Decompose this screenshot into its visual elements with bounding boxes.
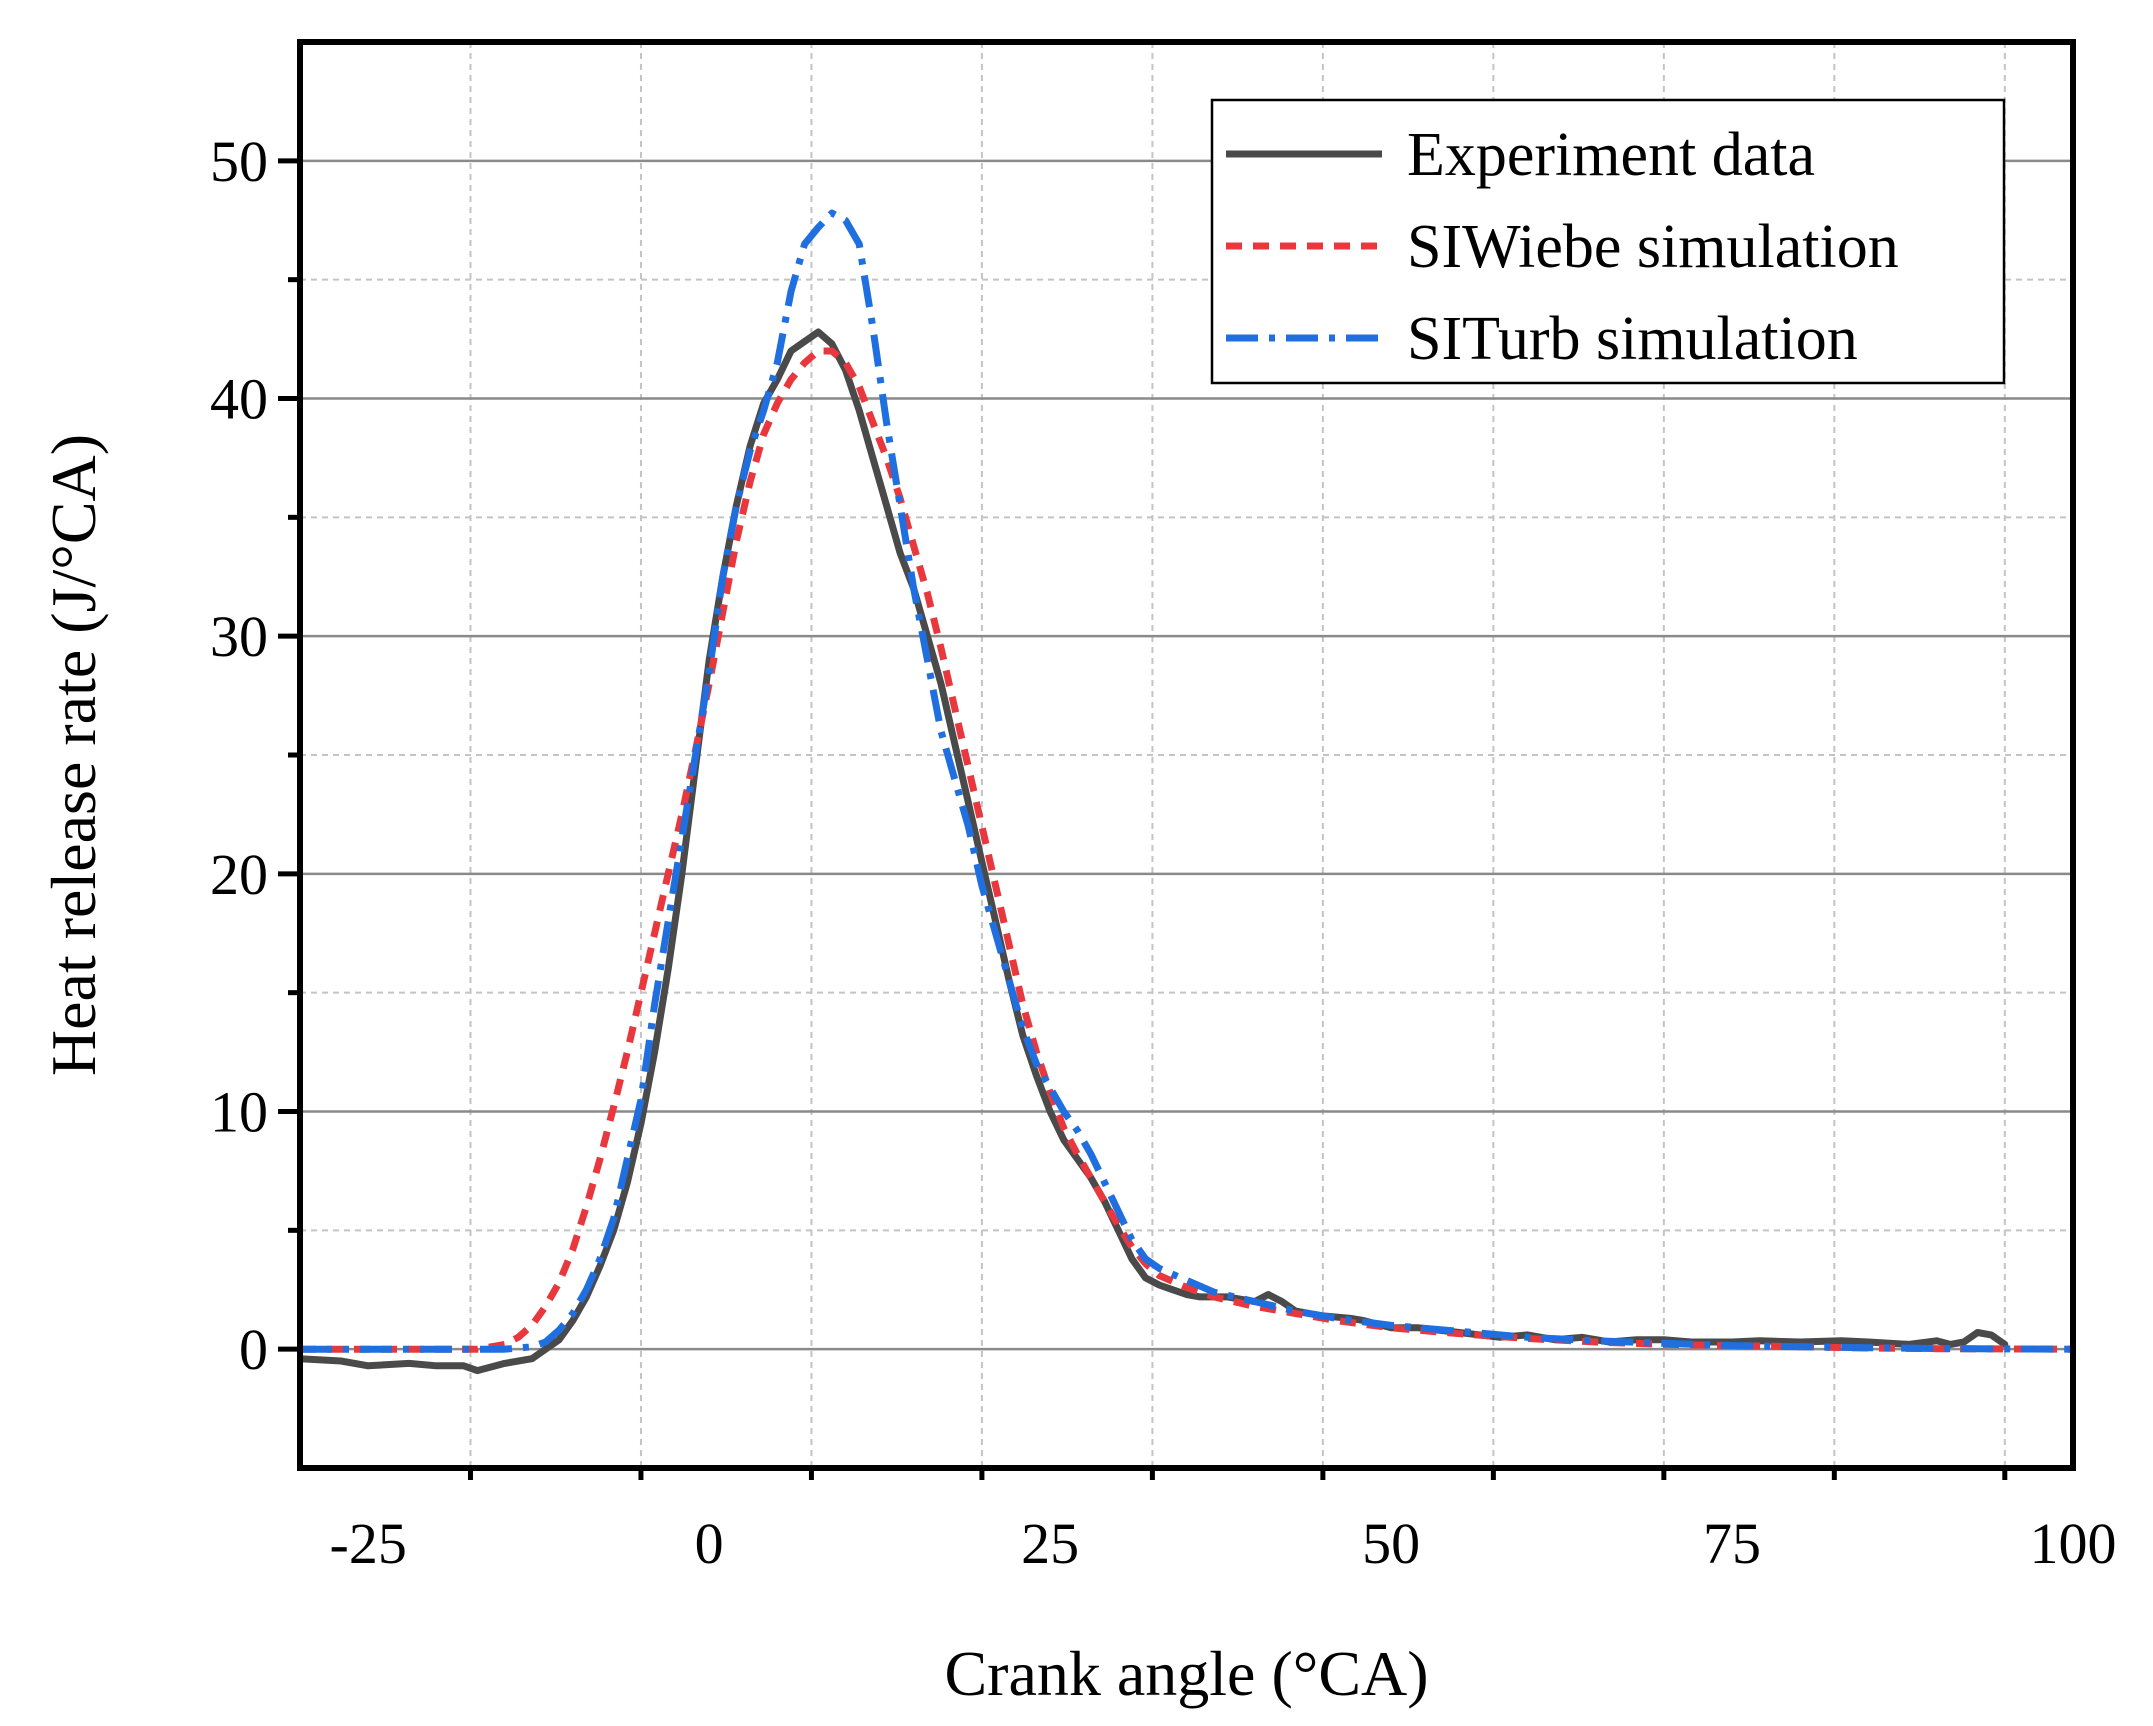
series-line-siwiebe [300, 347, 2073, 1353]
x-axis-title: Crank angle (°CA) [944, 1638, 1428, 1709]
x-tick-label: 100 [2030, 1511, 2117, 1576]
legend-box [1210, 98, 2006, 385]
y-tick-label: 50 [210, 129, 268, 194]
y-tick-label: 0 [239, 1317, 268, 1382]
y-tick-label: 10 [210, 1080, 268, 1145]
y-tick-label: 40 [210, 367, 268, 432]
tick-layer: -25 0 25 50 75 100 0 10 20 30 40 50 [210, 129, 2117, 1576]
legend-label-siturb: SITurb simulation [1407, 305, 1858, 373]
x-tick-label: 75 [1703, 1511, 1761, 1576]
legend: Experiment data SIWiebe simulation SITur… [1210, 98, 2006, 385]
x-tick-label: 50 [1362, 1511, 1420, 1576]
legend-label-siwiebe: SIWiebe simulation [1407, 213, 1899, 281]
y-axis-title: Heat release rate (J/°CA) [38, 434, 109, 1076]
y-tick-label: 30 [210, 604, 268, 669]
x-tick-label: -25 [330, 1511, 407, 1576]
legend-label-experiment: Experiment data [1407, 121, 1815, 189]
x-tick-label: 0 [695, 1511, 724, 1576]
series-layer [300, 209, 2073, 1375]
y-tick-label: 20 [210, 842, 268, 907]
series-line-siturb [300, 209, 2073, 1353]
x-tick-label: 25 [1021, 1511, 1079, 1576]
